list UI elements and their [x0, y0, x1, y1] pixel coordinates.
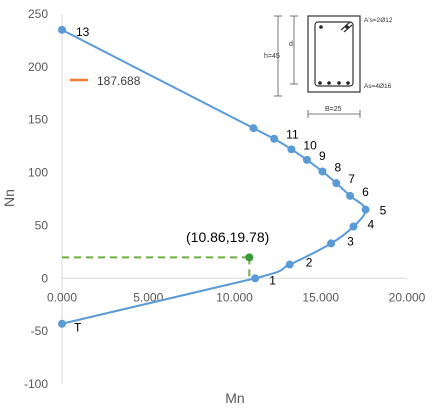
data-point [251, 274, 260, 283]
inset-top-steel-label: A's=2Ø12 [364, 17, 393, 24]
data-point [270, 134, 279, 143]
data-point [249, 124, 258, 133]
data-point-label: 4 [368, 217, 375, 231]
legend-limit-label: 187.688 [97, 74, 141, 88]
y-tick-label: 200 [28, 60, 48, 74]
bottom-bar [318, 81, 322, 85]
data-point [302, 155, 311, 164]
stirrup [314, 21, 354, 87]
design-point [245, 253, 254, 262]
data-point [318, 167, 327, 176]
data-point-label: 10 [303, 138, 317, 152]
top-bar [319, 25, 323, 29]
data-point [361, 205, 370, 214]
data-point-label: 6 [362, 185, 369, 199]
y-tick-label: 250 [28, 7, 48, 21]
data-point [349, 222, 358, 231]
section-outline [307, 15, 361, 93]
inset-width-label: B=25 [325, 106, 342, 113]
y-tick-label: 0 [41, 271, 48, 285]
x-tick-label: 5.000 [133, 290, 163, 304]
y-tick-label: -50 [31, 324, 49, 338]
x-tick-label: 20.000 [389, 290, 426, 304]
data-point [285, 260, 294, 269]
y-tick-label: -100 [24, 377, 48, 391]
design-point-label: (10.86,19.78) [186, 229, 269, 245]
inset-depth-label: d [289, 41, 293, 48]
data-point [287, 145, 296, 154]
data-point [58, 25, 66, 34]
series-points [58, 25, 370, 328]
x-tick-label: 0.000 [47, 290, 77, 304]
x-tick-label: 15.000 [302, 290, 339, 304]
data-point [58, 319, 66, 328]
data-point-label: 13 [76, 25, 90, 39]
data-point-label: 7 [348, 172, 355, 186]
stirrup-hook [340, 21, 353, 33]
legend-limit: 187.688 [70, 74, 141, 88]
data-point-label: 3 [347, 234, 354, 248]
x-axis-title: Mn [225, 390, 244, 406]
bottom-bar [346, 81, 350, 85]
inset-background [266, 6, 418, 126]
inset-bottom-steel-label: As=4Ø16 [364, 83, 392, 90]
data-point-label: 2 [306, 256, 313, 270]
data-point [327, 239, 336, 248]
data-point [346, 191, 355, 200]
y-tick-labels: -100 -50 0 50 100 150 200 250 [24, 7, 48, 391]
y-tick-label: 50 [35, 218, 49, 232]
y-tick-label: 100 [28, 166, 48, 180]
data-point-label: 11 [286, 128, 299, 142]
data-point-label: 1 [269, 273, 276, 287]
bottom-bar [337, 81, 341, 85]
y-axis-title: Nn [1, 189, 17, 207]
x-tick-label: 10.000 [216, 290, 253, 304]
data-point [332, 179, 341, 188]
data-point-label: 8 [334, 161, 341, 175]
top-bar [345, 25, 349, 29]
data-point-label: 5 [380, 204, 387, 218]
data-point-label: T [74, 321, 82, 335]
design-point-guides [62, 253, 254, 279]
data-point-label: 9 [319, 149, 326, 163]
x-tick-labels: 0.000 5.000 10.000 15.000 20.000 [47, 290, 426, 304]
bottom-bar [327, 81, 331, 85]
section-inset: h=45 d B=25 A's=2Ø12 As=4Ø16 [264, 6, 418, 126]
y-tick-label: 150 [28, 113, 48, 127]
inset-height-label: h=45 [264, 53, 280, 60]
